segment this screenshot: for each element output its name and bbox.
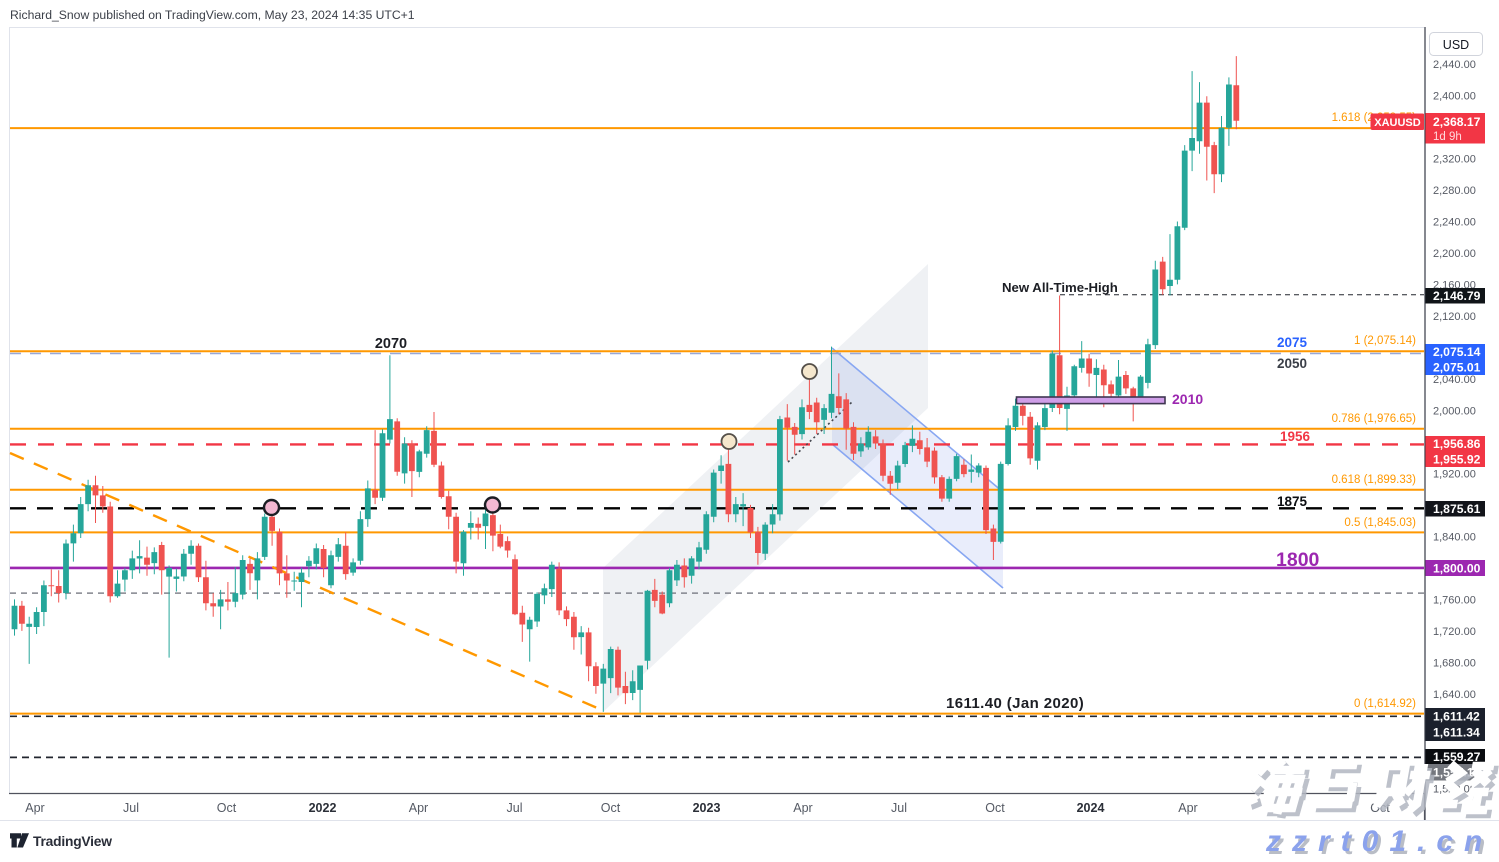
svg-text:1,875.61: 1,875.61 [1433, 502, 1481, 516]
svg-text:2,240.00: 2,240.00 [1433, 217, 1476, 229]
svg-text:1,611.34: 1,611.34 [1433, 726, 1480, 740]
svg-text:zzrt01.cn: zzrt01.cn [1268, 828, 1496, 857]
svg-text:2023: 2023 [693, 801, 721, 815]
svg-text:zzrt01.cn: zzrt01.cn [1265, 825, 1493, 857]
svg-text:1,720.00: 1,720.00 [1433, 626, 1476, 638]
svg-text:XAUUSD: XAUUSD [1374, 117, 1421, 129]
svg-text:New All-Time-High: New All-Time-High [1002, 280, 1118, 295]
svg-text:2,146.79: 2,146.79 [1433, 289, 1481, 303]
svg-text:2024: 2024 [1077, 801, 1105, 815]
svg-text:1d 9h: 1d 9h [1433, 131, 1462, 143]
svg-text:2022: 2022 [309, 801, 337, 815]
svg-text:1,611.42: 1,611.42 [1433, 710, 1480, 724]
svg-text:1,920.00: 1,920.00 [1433, 468, 1476, 480]
svg-text:Apr: Apr [793, 801, 812, 815]
svg-text:2,075.14: 2,075.14 [1433, 345, 1481, 359]
svg-text:TradingView: TradingView [33, 834, 112, 849]
svg-text:2,075.01: 2,075.01 [1433, 361, 1481, 375]
svg-text:Apr: Apr [25, 801, 44, 815]
svg-text:1,955.92: 1,955.92 [1433, 453, 1481, 467]
svg-text:1,760.00: 1,760.00 [1433, 594, 1476, 606]
svg-text:Jul: Jul [891, 801, 907, 815]
svg-text:2050: 2050 [1277, 356, 1307, 371]
svg-text:1,956.86: 1,956.86 [1433, 437, 1481, 451]
svg-text:Oct: Oct [217, 801, 237, 815]
svg-text:0.786 (1,976.65): 0.786 (1,976.65) [1332, 413, 1417, 425]
svg-text:2,200.00: 2,200.00 [1433, 248, 1476, 260]
svg-text:2075: 2075 [1277, 335, 1308, 350]
svg-text:2,400.00: 2,400.00 [1433, 91, 1476, 103]
svg-text:2,000.00: 2,000.00 [1433, 405, 1476, 417]
svg-text:2010: 2010 [1172, 391, 1203, 407]
svg-text:1875: 1875 [1277, 494, 1308, 509]
svg-text:Apr: Apr [409, 801, 428, 815]
svg-text:2070: 2070 [375, 336, 407, 352]
svg-text:2,040.00: 2,040.00 [1433, 374, 1476, 386]
svg-text:2,368.17: 2,368.17 [1433, 115, 1481, 129]
svg-text:0 (1,614.92): 0 (1,614.92) [1354, 698, 1416, 710]
svg-text:1,559.27: 1,559.27 [1433, 750, 1481, 764]
svg-text:1,640.00: 1,640.00 [1433, 689, 1476, 701]
svg-text:1 (2,075.14): 1 (2,075.14) [1354, 335, 1416, 347]
svg-text:Apr: Apr [1178, 801, 1197, 815]
svg-text:Jul: Jul [123, 801, 139, 815]
svg-text:1800: 1800 [1276, 549, 1320, 571]
svg-text:1611.40 (Jan 2020): 1611.40 (Jan 2020) [946, 695, 1084, 712]
svg-text:Jul: Jul [507, 801, 523, 815]
svg-text:1,800.00: 1,800.00 [1433, 561, 1481, 575]
svg-text:0.618 (1,899.33): 0.618 (1,899.33) [1332, 474, 1417, 486]
svg-text:0.5 (1,845.03): 0.5 (1,845.03) [1344, 517, 1416, 529]
svg-text:USD: USD [1443, 38, 1469, 52]
svg-text:1,840.00: 1,840.00 [1433, 531, 1476, 543]
svg-text:Oct: Oct [601, 801, 621, 815]
svg-text:2,280.00: 2,280.00 [1433, 185, 1476, 197]
svg-text:2,440.00: 2,440.00 [1433, 59, 1476, 71]
svg-text:Richard_Snow published on Trad: Richard_Snow published on TradingView.co… [10, 8, 415, 22]
svg-text:2,320.00: 2,320.00 [1433, 154, 1476, 166]
svg-text:Oct: Oct [985, 801, 1005, 815]
svg-text:1,680.00: 1,680.00 [1433, 657, 1476, 669]
svg-text:2,120.00: 2,120.00 [1433, 311, 1476, 323]
svg-text:1956: 1956 [1280, 429, 1311, 444]
